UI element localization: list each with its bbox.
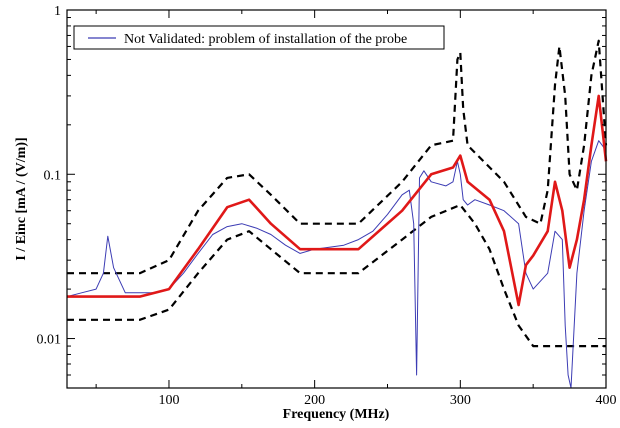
series-line-4 — [67, 203, 606, 348]
y-axis: 0.01 0.1 1 — [37, 4, 606, 376]
legend: Not Validated: problem of installation o… — [73, 25, 445, 50]
y-tick-label: 0.1 — [44, 168, 62, 183]
legend-label: Not Validated: problem of installation o… — [124, 32, 407, 47]
plot-frame — [66, 9, 607, 389]
x-tick-label: 200 — [304, 393, 325, 408]
y-axis-title: I / Einc [mA / (V/m)] — [14, 137, 29, 260]
y-tick-label: 1 — [54, 4, 61, 19]
legend-box — [73, 25, 445, 50]
y-tick-label: 0.01 — [37, 333, 62, 348]
plot-background — [67, 10, 606, 388]
x-axis: 100 200 300 400 — [95, 10, 617, 408]
series-layer — [66, 39, 608, 389]
x-tick-label: 400 — [596, 393, 617, 408]
x-tick-label: 100 — [158, 393, 179, 408]
x-axis-title: Frequency (MHz) — [283, 407, 390, 422]
series-line-2 — [67, 94, 608, 307]
x-tick-label: 300 — [450, 393, 471, 408]
series-line-3 — [67, 39, 608, 275]
